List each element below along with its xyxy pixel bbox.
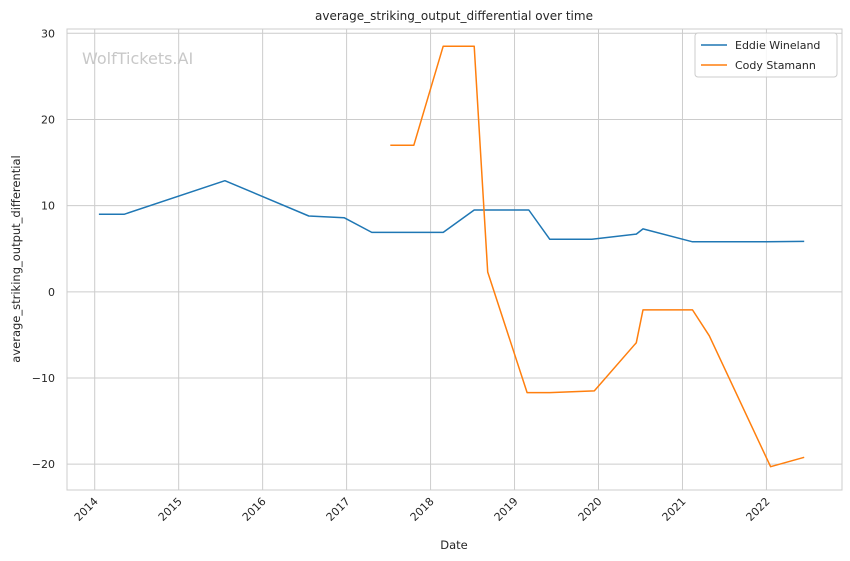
chart-title: average_striking_output_differential ove… (315, 9, 593, 23)
x-tick-label: 2022 (744, 495, 773, 524)
y-tick-label: 0 (48, 286, 55, 299)
x-gridlines (94, 29, 767, 490)
x-tick-label: 2016 (240, 495, 269, 524)
x-tick-label: 2020 (576, 495, 605, 524)
x-tick-label: 2018 (408, 495, 437, 524)
x-tick-label: 2021 (660, 495, 689, 524)
y-tick-label: −20 (32, 458, 55, 471)
series-line-cody-stamann (390, 45, 805, 468)
x-tick-labels: 2014 2015 2016 2017 2018 2019 2020 2021 2022 (72, 495, 773, 524)
series-line-eddie-wineland (98, 179, 805, 243)
y-tick-label: 30 (41, 27, 55, 40)
legend: Eddie Wineland Cody Stamann (694, 32, 838, 78)
x-tick-label: 2017 (324, 495, 353, 524)
x-tick-label: 2019 (492, 495, 521, 524)
y-tick-label: 20 (41, 113, 55, 126)
plot-area (66, 28, 843, 491)
y-tick-label: −10 (32, 372, 55, 385)
x-tick-label: 2015 (156, 495, 185, 524)
legend-label: Eddie Wineland (735, 39, 820, 52)
watermark-text: WolfTickets.AI (82, 49, 193, 68)
y-tick-label: 10 (41, 200, 55, 213)
x-tick-label: 2014 (72, 495, 101, 524)
series-lines (98, 45, 805, 468)
legend-box (694, 32, 838, 78)
legend-label: Cody Stamann (735, 59, 816, 72)
x-axis-title: Date (440, 538, 468, 552)
y-axis-title: average_striking_output_differential (9, 155, 23, 362)
y-tick-labels: −20 −10 0 10 20 30 (32, 27, 55, 471)
